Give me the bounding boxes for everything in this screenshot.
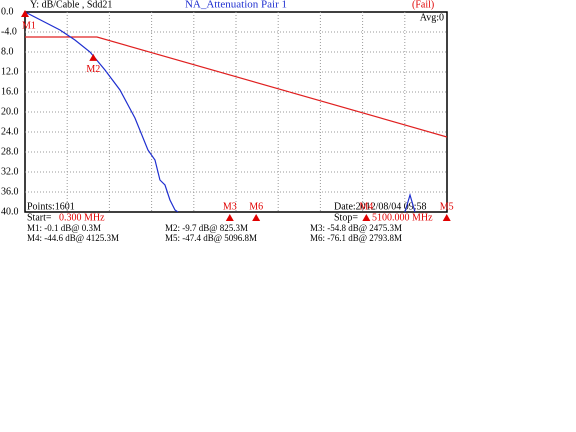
- y-tick-label: 0.0: [1, 6, 14, 17]
- series-line: [25, 36, 447, 138]
- marker-readout: M2: -9.7 dB@ 825.3M: [165, 223, 248, 233]
- marker: [21, 10, 29, 17]
- series-line: [25, 12, 416, 212]
- marker-readout: M3: -54.8 dB@ 2475.3M: [310, 223, 402, 233]
- date: Date:2012/08/04 09:58: [334, 201, 427, 212]
- y-tick-label: 36.0: [1, 186, 19, 197]
- marker: [442, 214, 451, 221]
- marker-label: M3: [223, 201, 237, 212]
- start-label: Start=: [27, 212, 52, 223]
- y-tick-label: -4.0: [1, 26, 17, 37]
- marker-label: M6: [249, 201, 263, 212]
- stop-value: 5100.000 MHz: [372, 212, 433, 223]
- y-tick-label: 20.0: [1, 106, 19, 117]
- marker-label: M5: [440, 201, 454, 212]
- y-tick-label: 40.0: [1, 206, 19, 217]
- marker-readout: M5: -47.4 dB@ 5096.8M: [165, 233, 257, 243]
- start-value: 0.300 MHz: [59, 212, 105, 223]
- marker-readout: M4: -44.6 dB@ 4125.3M: [27, 233, 119, 243]
- marker: [225, 214, 234, 221]
- marker-readout: M1: -0.1 dB@ 0.3M: [27, 223, 101, 233]
- chart-title: NA_Attenuation Pair 1: [185, 0, 287, 11]
- y-tick-label: 32.0: [1, 166, 19, 177]
- marker-readout: M6: -76.1 dB@ 2793.8M: [310, 233, 402, 243]
- average: Avg:0: [420, 12, 444, 23]
- marker: [89, 53, 98, 61]
- marker: [252, 214, 261, 221]
- y-tick-label: 12.0: [1, 66, 19, 77]
- marker: [362, 214, 371, 221]
- y-axis-label: Y: dB/Cable , Sdd21: [30, 0, 112, 10]
- marker-label: M4: [359, 201, 373, 212]
- status: (Fail): [412, 0, 434, 10]
- points: Points:1601: [27, 201, 75, 212]
- y-tick-label: 8.0: [1, 46, 14, 57]
- marker-label: M2: [86, 64, 100, 75]
- y-tick-label: 28.0: [1, 146, 19, 157]
- marker-label: M1: [22, 20, 36, 31]
- stop-label: Stop=: [334, 212, 358, 223]
- y-tick-label: 24.0: [1, 126, 19, 137]
- y-tick-label: 16.0: [1, 86, 19, 97]
